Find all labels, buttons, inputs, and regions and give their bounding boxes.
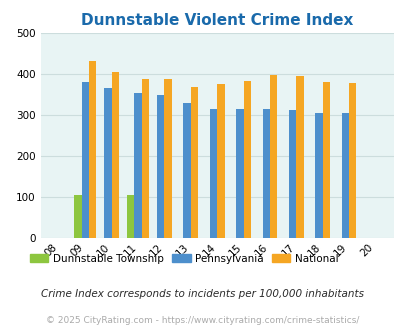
Bar bbox=[157, 95, 164, 238]
Text: © 2025 CityRating.com - https://www.cityrating.com/crime-statistics/: © 2025 CityRating.com - https://www.city… bbox=[46, 316, 359, 325]
Text: Crime Index corresponds to incidents per 100,000 inhabitants: Crime Index corresponds to incidents per… bbox=[41, 289, 364, 299]
Bar bbox=[341, 113, 348, 238]
Bar bbox=[269, 75, 277, 238]
Bar bbox=[217, 84, 224, 238]
Bar bbox=[243, 81, 250, 238]
Bar bbox=[141, 79, 149, 238]
Bar bbox=[262, 109, 269, 238]
Bar bbox=[183, 103, 190, 238]
Bar bbox=[134, 93, 141, 238]
Bar bbox=[164, 79, 171, 238]
Bar bbox=[315, 113, 322, 238]
Bar bbox=[81, 82, 89, 238]
Legend: Dunnstable Township, Pennsylvania, National: Dunnstable Township, Pennsylvania, Natio… bbox=[26, 249, 341, 268]
Bar bbox=[322, 82, 329, 238]
Bar bbox=[296, 76, 303, 238]
Bar bbox=[111, 72, 119, 238]
Bar bbox=[209, 109, 217, 238]
Bar bbox=[348, 82, 356, 238]
Title: Dunnstable Violent Crime Index: Dunnstable Violent Crime Index bbox=[81, 13, 352, 28]
Bar bbox=[288, 110, 296, 238]
Bar bbox=[104, 88, 111, 238]
Bar bbox=[236, 109, 243, 238]
Bar bbox=[127, 195, 134, 238]
Bar bbox=[190, 87, 198, 238]
Bar bbox=[89, 61, 96, 238]
Bar bbox=[74, 195, 81, 238]
